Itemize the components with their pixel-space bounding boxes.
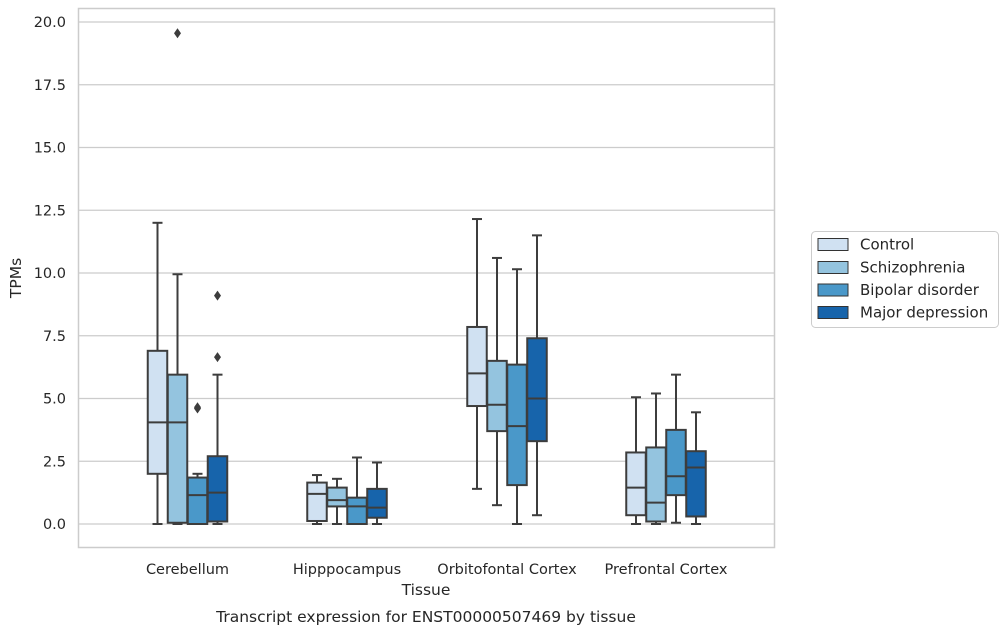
box-iqr	[326, 486, 348, 508]
box-iqr	[346, 496, 368, 525]
outlier-point	[214, 290, 221, 301]
x-tick-label: Cerebellum	[146, 562, 229, 578]
legend-swatch	[817, 306, 849, 319]
legend-label: Control	[860, 236, 914, 254]
y-tick-label: 7.5	[43, 329, 66, 345]
box-iqr	[665, 428, 687, 497]
legend-swatch	[817, 261, 849, 274]
box-major-depression	[685, 411, 707, 525]
legend-swatch	[817, 238, 849, 251]
box-iqr	[186, 476, 209, 526]
box-control	[466, 218, 488, 490]
outlier-point	[174, 28, 181, 39]
legend-swatch	[817, 283, 849, 297]
legend-label: Schizophrenia	[860, 259, 965, 277]
y-tick-labels: 0.0 2.5 5.0 7.5 10.0 12.5 15.0 17.5 20.0	[34, 15, 66, 533]
outlier-point	[194, 402, 201, 413]
y-tick-label: 0.0	[43, 517, 66, 533]
box-series	[146, 28, 707, 526]
box-iqr	[506, 363, 528, 487]
legend-label: Bipolar disorder	[860, 281, 980, 299]
y-tick-label: 12.5	[34, 203, 66, 219]
box-iqr	[306, 481, 328, 522]
y-tick-label: 10.0	[34, 266, 66, 282]
box-major-depression	[366, 461, 388, 525]
box-iqr	[645, 446, 667, 523]
box-iqr	[685, 450, 707, 518]
box-iqr	[206, 455, 229, 523]
box-iqr	[166, 373, 189, 524]
y-tick-label: 5.0	[43, 392, 66, 408]
legend-frame	[811, 231, 999, 328]
box-schizophrenia	[486, 256, 508, 507]
box-bipolar-disorder	[665, 373, 687, 524]
box-major-depression	[206, 290, 229, 525]
x-tick-label: Orbitofontal Cortex	[437, 562, 577, 578]
box-control	[306, 474, 328, 525]
box-iqr	[526, 337, 548, 443]
box-iqr	[146, 349, 169, 475]
box-major-depression	[526, 234, 548, 517]
x-tick-labels: Cerebellum Hipppocampus Orbitofontal Corte…	[146, 562, 728, 578]
y-axis-title: TPMs	[7, 258, 25, 299]
box-iqr	[486, 359, 508, 433]
legend-label: Major depression	[860, 304, 988, 322]
box-bipolar-disorder	[506, 268, 528, 525]
outlier-point	[214, 352, 221, 363]
y-tick-label: 20.0	[34, 15, 66, 31]
x-axis-title: Tissue	[401, 581, 451, 599]
x-tick-label: Prefrontal Cortex	[605, 562, 728, 578]
box-control	[146, 221, 169, 525]
box-control	[625, 396, 647, 525]
legend: Control Schizophrenia Bipolar disorder Majo…	[811, 231, 999, 328]
y-tick-label: 17.5	[34, 78, 66, 94]
box-iqr	[366, 487, 388, 519]
box-iqr	[466, 325, 488, 408]
box-schizophrenia	[166, 28, 189, 525]
chart-caption: Transcript expression for ENST0000050746…	[215, 608, 636, 626]
x-tick-label: Hipppocampus	[293, 562, 401, 578]
box-iqr	[625, 451, 647, 517]
y-tick-label: 15.0	[34, 141, 66, 157]
y-tick-label: 2.5	[43, 454, 66, 470]
